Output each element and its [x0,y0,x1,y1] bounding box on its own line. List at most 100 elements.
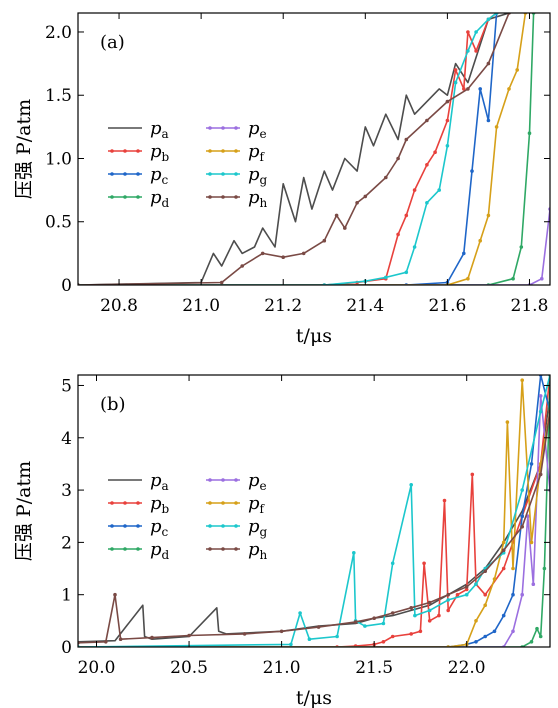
x-tick-label: 21.0 [263,658,301,678]
data-point-pb [470,472,475,477]
legend-marker [234,195,238,199]
series-line-pb [78,375,550,647]
legend-marker [123,172,127,176]
data-point-pb [381,640,386,644]
legend-entry-pf: pf [248,141,266,164]
data-point-pc [511,592,515,597]
data-point-pg [474,30,478,34]
series-line-pb [78,13,498,285]
data-point-ph [104,640,108,644]
data-point-ph [464,585,469,589]
y-tick-label: 4 [61,429,72,449]
legend-entry-pc: pc [150,516,169,539]
data-point-pg [466,49,470,53]
data-point-pc [486,118,491,123]
chart-panel-a: 20.8 21.0 21.2 21.4 21.6 21.8 0 0.5 1.0 1.5 2.0 t/μ… [13,12,551,347]
data-point-pd [538,634,543,639]
data-point-pg [445,144,450,148]
series-line-pg [78,375,550,647]
data-point-pb [453,68,458,72]
data-point-ph [372,616,377,620]
data-point-pb [404,213,409,218]
y-tick-label: 0 [61,276,72,296]
data-point-pg [453,80,458,85]
data-point-pc [520,514,524,518]
legend-marker [221,524,225,528]
data-point-pd [527,131,532,135]
legend-marker [110,195,114,199]
data-point-pb [501,566,506,571]
data-point-pf [494,125,499,129]
panel-label: (b) [100,394,126,415]
data-point-pg [352,551,356,555]
data-point-pf [511,566,515,571]
data-point-ph [538,472,543,477]
legend-marker [208,126,212,130]
data-point-pb [446,608,451,613]
legend-marker [221,195,225,199]
data-point-pe [531,582,536,586]
legend-marker [208,195,212,199]
series-line-pa [78,395,550,643]
data-point-ph [404,137,409,142]
data-point-ph [334,213,339,218]
data-point-pb [445,118,450,123]
data-point-ph [281,255,286,259]
legend-marker [123,195,127,199]
series-line-pf [78,379,550,647]
series-line-pf [78,13,527,285]
legend-marker [136,149,140,153]
data-point-pg [520,488,524,492]
legend-marker [110,172,114,176]
legend-entry-ph: ph [248,187,268,210]
data-point-pb [412,188,417,192]
x-tick-label: 21.5 [355,658,393,678]
data-point-pg [404,270,409,275]
legend-marker [110,501,114,505]
legend-entry-pf: pf [248,493,266,516]
x-axis-label: t/μs [296,325,332,347]
data-point-ph [240,264,244,268]
legend-marker [110,547,114,551]
data-point-ph [409,606,414,610]
legend-marker [234,126,238,130]
data-point-ph [520,524,524,529]
legend-entry-pg: pg [248,164,268,187]
data-point-pg [464,592,469,597]
x-tick-label: 21.2 [264,296,302,316]
data-point-pc [474,640,478,644]
y-axis-label: 压强 P/atm [13,99,35,199]
data-point-pf [474,619,478,623]
y-tick-label: 2.0 [45,23,72,43]
data-point-ph [219,280,224,285]
data-point-pb [455,592,460,597]
data-point-ph [486,61,491,66]
legend-marker [234,524,238,528]
data-point-ph [316,625,321,629]
legend-marker [234,172,238,176]
data-point-ph [113,592,117,597]
legend-marker [208,547,212,551]
y-tick-label: 5 [61,376,72,396]
data-point-pg [413,613,417,618]
data-point-pg [412,245,417,249]
legend-marker [136,172,140,176]
legend-entry-ph: ph [248,539,268,562]
legend-marker [123,149,127,153]
data-point-pc [529,462,534,466]
data-point-pd [535,626,539,631]
data-point-pg [437,188,442,192]
data-point-ph [353,620,358,624]
y-axis-label: 压强 P/atm [13,461,35,561]
data-point-pb [433,150,437,154]
legend-marker [221,478,225,482]
data-point-pg [486,17,491,22]
legend-marker [110,149,114,153]
series-line-ph [78,411,550,644]
data-point-ph [343,226,347,230]
series-line-pd [78,13,535,285]
x-tick-label: 21.8 [511,296,549,316]
series-line-pd [78,385,550,647]
data-point-pb [425,163,429,167]
